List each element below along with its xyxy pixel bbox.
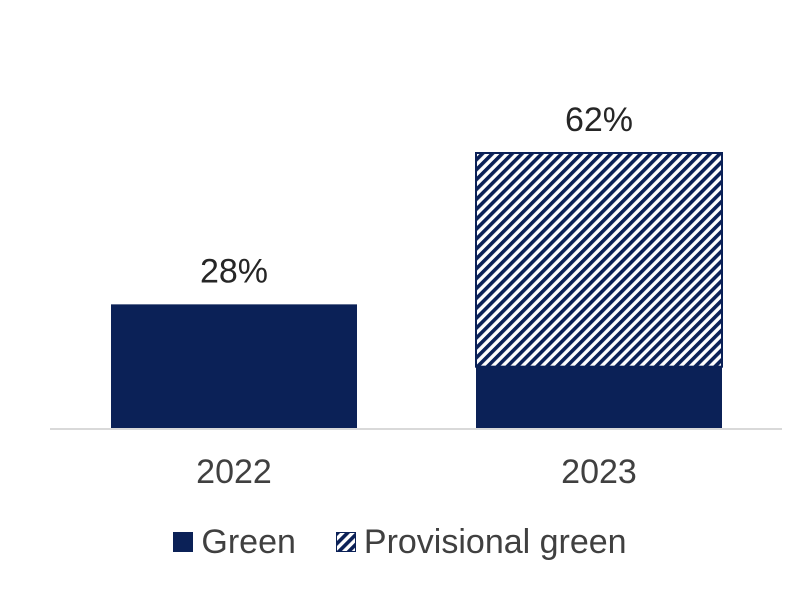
data-labels: 28% 62% — [200, 101, 633, 290]
legend-swatch-provisional-green — [335, 532, 356, 552]
bar-2023-provisional-green — [475, 152, 723, 368]
legend-swatch-green — [173, 532, 194, 552]
x-tick-label-2022: 2022 — [196, 453, 272, 491]
legend-label-green: Green — [201, 522, 296, 561]
legend-label-provisional-green: Provisional green — [363, 522, 627, 561]
chart: 2022 2023 28% 62% — [50, 101, 782, 491]
legend-item-provisional-green: Provisional green — [335, 522, 627, 562]
bar-2022-green — [111, 304, 357, 429]
data-label-2023: 62% — [565, 101, 633, 139]
legend-item-green: Green — [173, 523, 296, 562]
bar-2023-green — [476, 366, 722, 429]
data-label-2022: 28% — [200, 252, 268, 290]
x-tick-label-2023: 2023 — [561, 453, 637, 491]
bars-layer — [111, 152, 723, 429]
legend: Green Provisional green — [0, 520, 800, 564]
x-tick-labels: 2022 2023 — [196, 453, 637, 491]
